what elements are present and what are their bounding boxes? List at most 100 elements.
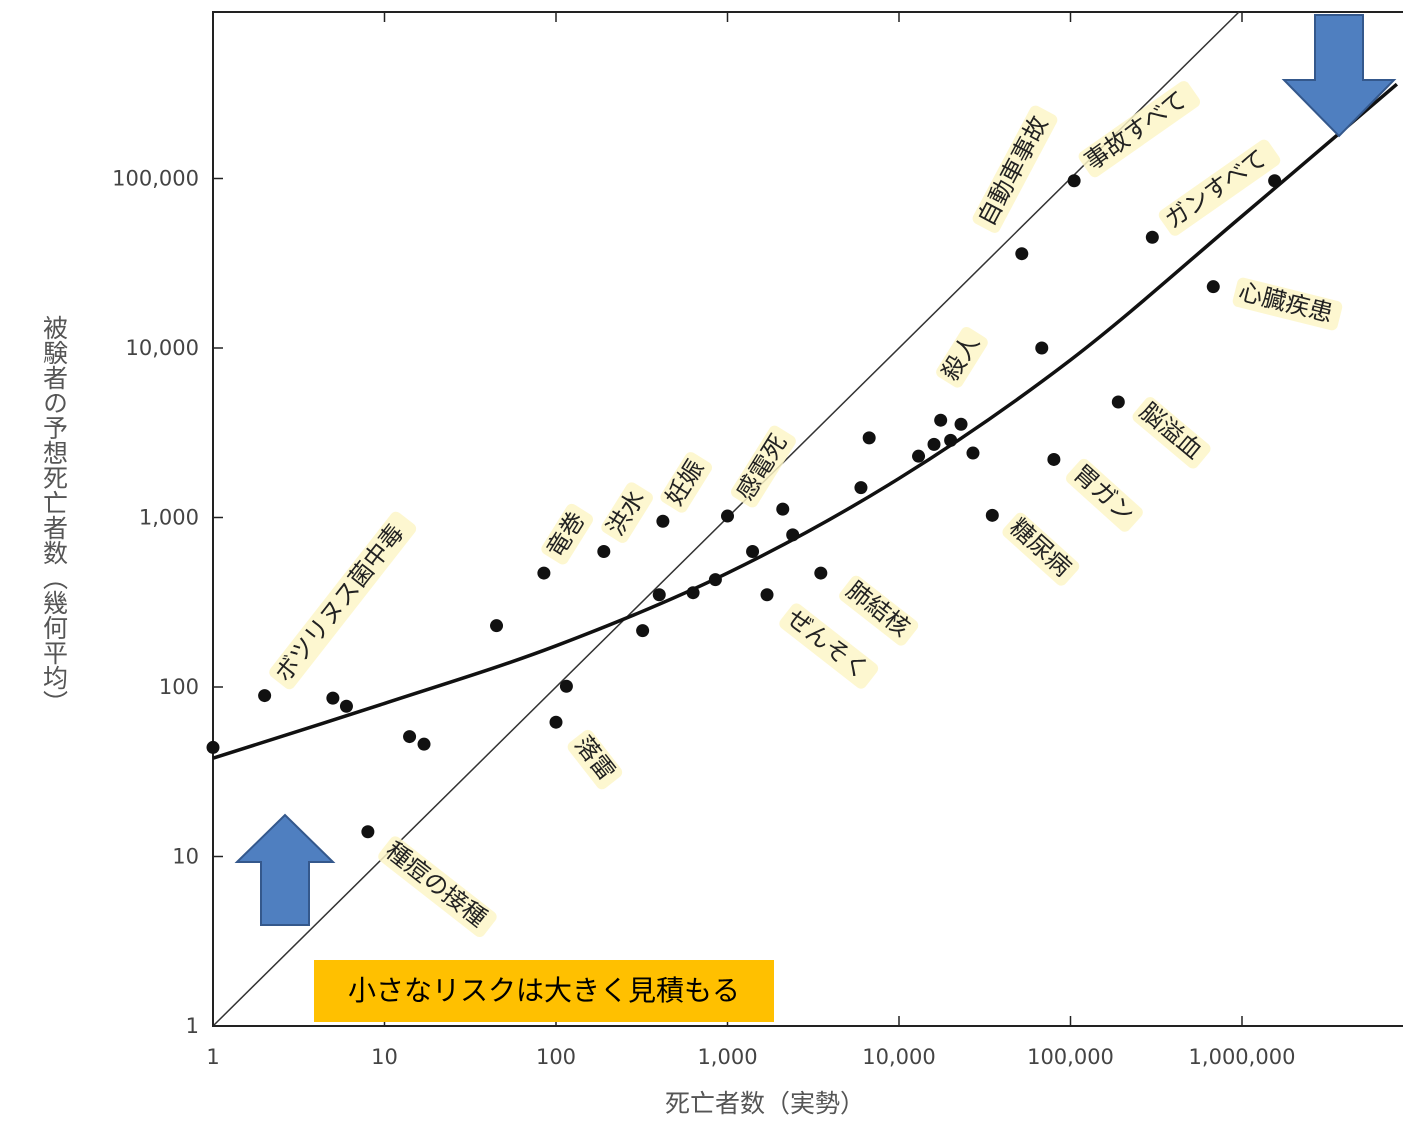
label-highlight [936, 327, 988, 388]
point-label-group: 種痘の接種 [378, 836, 497, 938]
data-point [686, 586, 700, 600]
fit-curve [212, 82, 1399, 760]
point-label-group: 心臓疾患 [1232, 277, 1343, 331]
point-label-group: 洪水 [601, 482, 653, 543]
x-tick-label: 100,000 [1027, 1045, 1114, 1069]
point-label: 種痘の接種 [380, 836, 492, 932]
label-highlight [1078, 81, 1201, 178]
point-label-group: 妊娠 [660, 452, 713, 513]
y-tick-label: 1 [186, 1014, 199, 1038]
label-highlight [378, 836, 497, 938]
point-label-group: ボツリヌス菌中毒 [269, 511, 417, 690]
data-point [1035, 341, 1049, 355]
label-highlight [1232, 277, 1343, 331]
data-point [1015, 247, 1029, 261]
data-point [927, 437, 941, 451]
data-point [361, 825, 375, 839]
data-point [746, 545, 760, 559]
data-point [597, 545, 611, 559]
label-highlight [730, 425, 796, 508]
label-highlight [1002, 512, 1080, 586]
label-highlight [972, 105, 1058, 233]
point-label-group: 胃ガン [1066, 458, 1143, 532]
label-highlight [1132, 397, 1211, 469]
label-highlight [1066, 458, 1143, 532]
label-highlight [660, 452, 713, 513]
down-arrow [1281, 14, 1397, 138]
data-point [339, 699, 353, 713]
point-label-group: 感電死 [730, 425, 796, 508]
data-point [944, 433, 958, 447]
point-label: 心臓疾患 [1236, 277, 1336, 327]
data-point [721, 509, 734, 523]
data-point [934, 413, 948, 427]
label-highlight [839, 575, 919, 646]
data-point [636, 624, 650, 638]
data-point [966, 446, 980, 460]
y-tick-label: 1,000 [139, 506, 199, 530]
data-point [1206, 280, 1220, 294]
x-tick-label: 100 [536, 1045, 576, 1069]
plot-frame [212, 11, 1403, 1027]
data-point [206, 740, 220, 754]
x-tick-label: 1,000,000 [1189, 1045, 1296, 1069]
x-tick-label: 1 [206, 1045, 219, 1069]
data-point [854, 481, 868, 495]
data-point [549, 715, 563, 729]
data-point [537, 566, 551, 580]
point-label-group: 自動車事故 [972, 105, 1058, 233]
point-label: 事故すべて [1080, 85, 1192, 175]
y-tick-label: 10 [172, 845, 199, 869]
x-axis-title: 死亡者数（実勢） [665, 1089, 865, 1118]
data-point [490, 619, 504, 633]
label-highlight [269, 511, 417, 690]
data-point [1067, 174, 1081, 188]
point-label-group: 糖尿病 [1002, 512, 1080, 586]
data-point [656, 514, 670, 528]
point-label-group: 肺結核 [839, 575, 919, 646]
label-highlight [567, 729, 623, 790]
data-point [559, 679, 573, 693]
data-point [258, 689, 272, 703]
data-point [326, 691, 340, 705]
callout-box: 小さなリスクは大きく見積もる [314, 960, 774, 1022]
y-axis-title: 被験者の予想死亡者数（幾何平均） [40, 315, 69, 715]
data-point [1145, 230, 1159, 244]
point-label: 脳溢血 [1134, 397, 1207, 465]
x-tick-label: 1,000 [697, 1045, 757, 1069]
data-point [776, 502, 790, 516]
point-label-group: 落雷 [567, 729, 623, 790]
data-point [1111, 395, 1125, 409]
data-point [985, 508, 999, 522]
x-tick-label: 10,000 [862, 1045, 935, 1069]
point-label: ガンすべて [1160, 144, 1272, 234]
point-label-group: 殺人 [936, 327, 988, 388]
data-point [417, 737, 431, 751]
point-label: 自動車事故 [972, 111, 1053, 230]
point-label: ボツリヌス菌中毒 [269, 519, 409, 688]
y-tick-label: 100 [159, 675, 199, 699]
data-point [814, 566, 828, 580]
point-label: ぜんそく [781, 603, 874, 684]
point-label: 胃ガン [1068, 459, 1140, 528]
point-label-group: 事故すべて [1078, 81, 1201, 178]
data-point [760, 588, 774, 602]
x-tick-label: 10 [371, 1045, 398, 1069]
data-point [708, 573, 722, 587]
point-label-group: ガンすべて [1158, 139, 1281, 236]
label-highlight [779, 603, 879, 689]
label-highlight [601, 482, 653, 543]
point-label: 糖尿病 [1004, 513, 1076, 582]
data-point [862, 431, 876, 445]
data-point [652, 588, 666, 602]
up-arrow [234, 813, 336, 926]
data-point [912, 449, 926, 463]
data-point [786, 528, 800, 542]
y-tick-label: 100,000 [112, 167, 199, 191]
data-point [1047, 452, 1061, 466]
data-point [403, 730, 417, 744]
label-highlight [541, 503, 594, 565]
y-tick-label: 10,000 [126, 336, 199, 360]
data-point [1268, 174, 1282, 188]
